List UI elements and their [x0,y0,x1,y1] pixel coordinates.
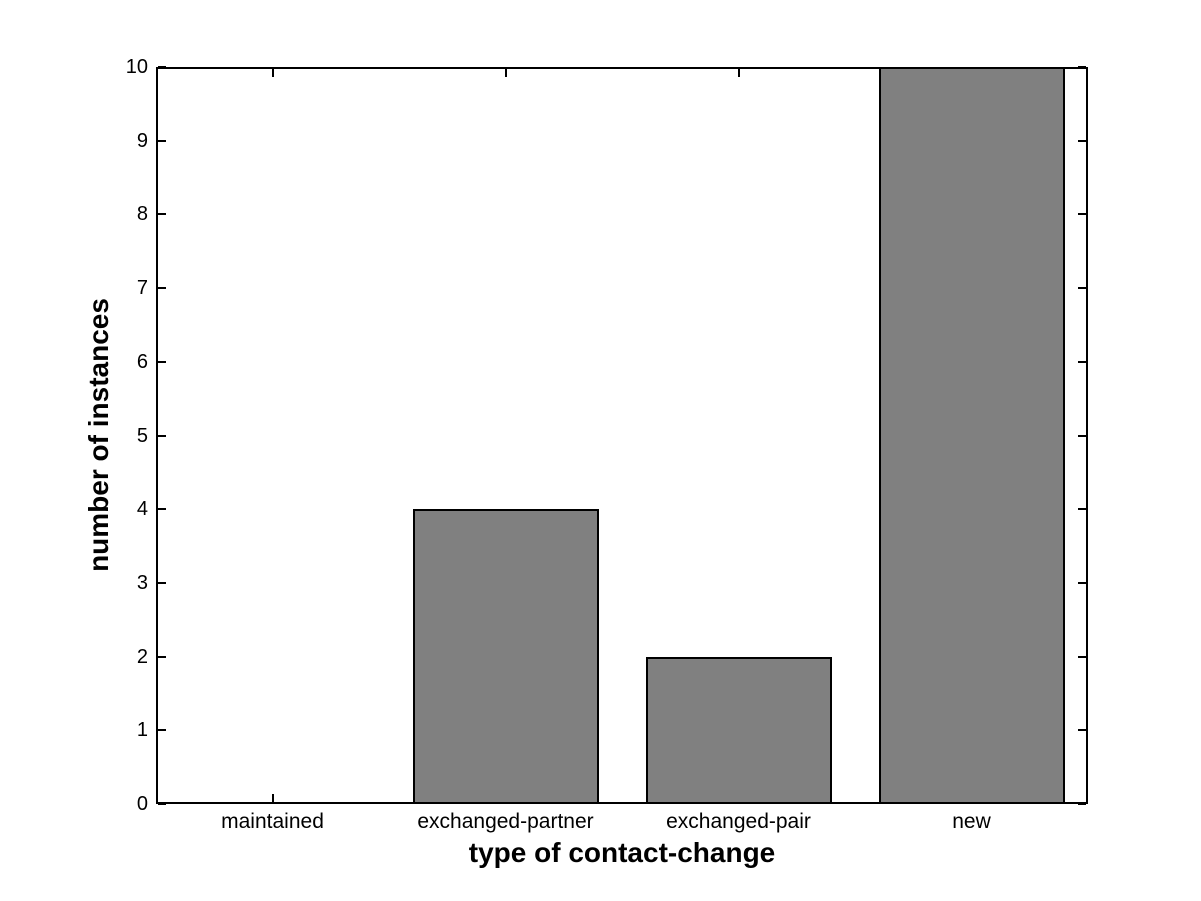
y-tick-right [1078,581,1086,584]
y-tick-left [158,213,166,216]
y-tick-right [1078,655,1086,658]
y-tick-right [1078,729,1086,732]
y-tick-right [1078,508,1086,511]
x-axis-label: type of contact-change [468,837,776,868]
x-tick-bottom [271,794,274,802]
x-tick-top [271,69,274,77]
bar-new [878,67,1065,804]
y-tick-left [158,803,166,805]
y-tick-label: 6 [136,350,148,373]
y-axis-label: number of instances [83,298,114,572]
y-tick-right [1078,213,1086,216]
x-tick-label: new [952,810,991,833]
bar-exchanged-partner [412,509,599,804]
y-tick-label: 5 [136,424,148,447]
y-tick-right [1078,66,1086,68]
y-tick-left [158,66,166,68]
y-tick-label: 1 [136,719,148,742]
y-tick-left [158,508,166,511]
y-tick-label: 9 [136,129,148,152]
x-tick-label: maintained [221,810,324,833]
y-tick-left [158,360,166,363]
y-tick-left [158,729,166,732]
x-tick-label: exchanged-partner [417,810,594,833]
y-tick-label: 10 [125,56,148,78]
y-tick-left [158,139,166,142]
y-tick-label: 7 [136,277,148,300]
y-tick-right [1078,434,1086,437]
y-tick-label: 0 [136,793,148,815]
y-tick-left [158,434,166,437]
y-tick-label: 8 [136,203,148,226]
y-tick-right [1078,803,1086,805]
y-tick-label: 3 [136,571,148,594]
x-tick-top [504,69,507,77]
y-tick-left [158,655,166,658]
x-tick-top [737,69,740,77]
x-tick-label: exchanged-pair [666,810,811,833]
y-tick-label: 2 [136,645,148,668]
y-tick-right [1078,360,1086,363]
y-tick-label: 4 [136,498,148,521]
y-tick-right [1078,287,1086,290]
y-tick-left [158,287,166,290]
bar-exchanged-pair [645,656,832,804]
y-tick-right [1078,139,1086,142]
y-tick-left [158,581,166,584]
